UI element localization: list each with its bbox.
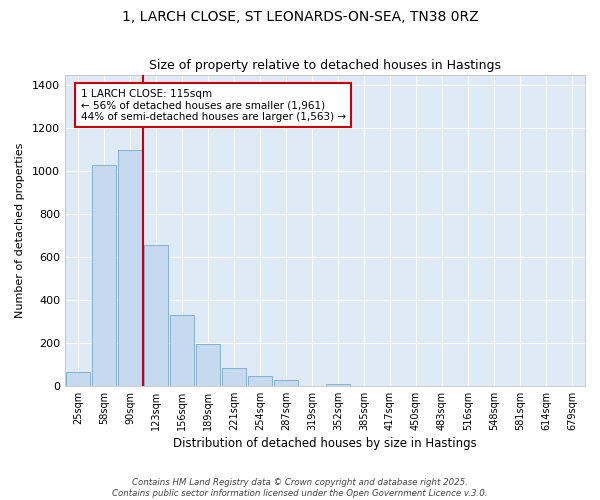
Bar: [248, 376, 272, 386]
Bar: [222, 368, 245, 386]
Text: 1, LARCH CLOSE, ST LEONARDS-ON-SEA, TN38 0RZ: 1, LARCH CLOSE, ST LEONARDS-ON-SEA, TN38…: [122, 10, 478, 24]
Bar: [326, 384, 350, 386]
Title: Size of property relative to detached houses in Hastings: Size of property relative to detached ho…: [149, 59, 501, 72]
Bar: [118, 150, 142, 386]
X-axis label: Distribution of detached houses by size in Hastings: Distribution of detached houses by size …: [173, 437, 477, 450]
Bar: [170, 315, 194, 386]
Bar: [66, 372, 89, 386]
Y-axis label: Number of detached properties: Number of detached properties: [15, 142, 25, 318]
Text: 1 LARCH CLOSE: 115sqm
← 56% of detached houses are smaller (1,961)
44% of semi-d: 1 LARCH CLOSE: 115sqm ← 56% of detached …: [80, 88, 346, 122]
Bar: [274, 380, 298, 386]
Bar: [92, 164, 116, 386]
Bar: [196, 344, 220, 386]
Bar: [144, 245, 167, 386]
Text: Contains HM Land Registry data © Crown copyright and database right 2025.
Contai: Contains HM Land Registry data © Crown c…: [112, 478, 488, 498]
